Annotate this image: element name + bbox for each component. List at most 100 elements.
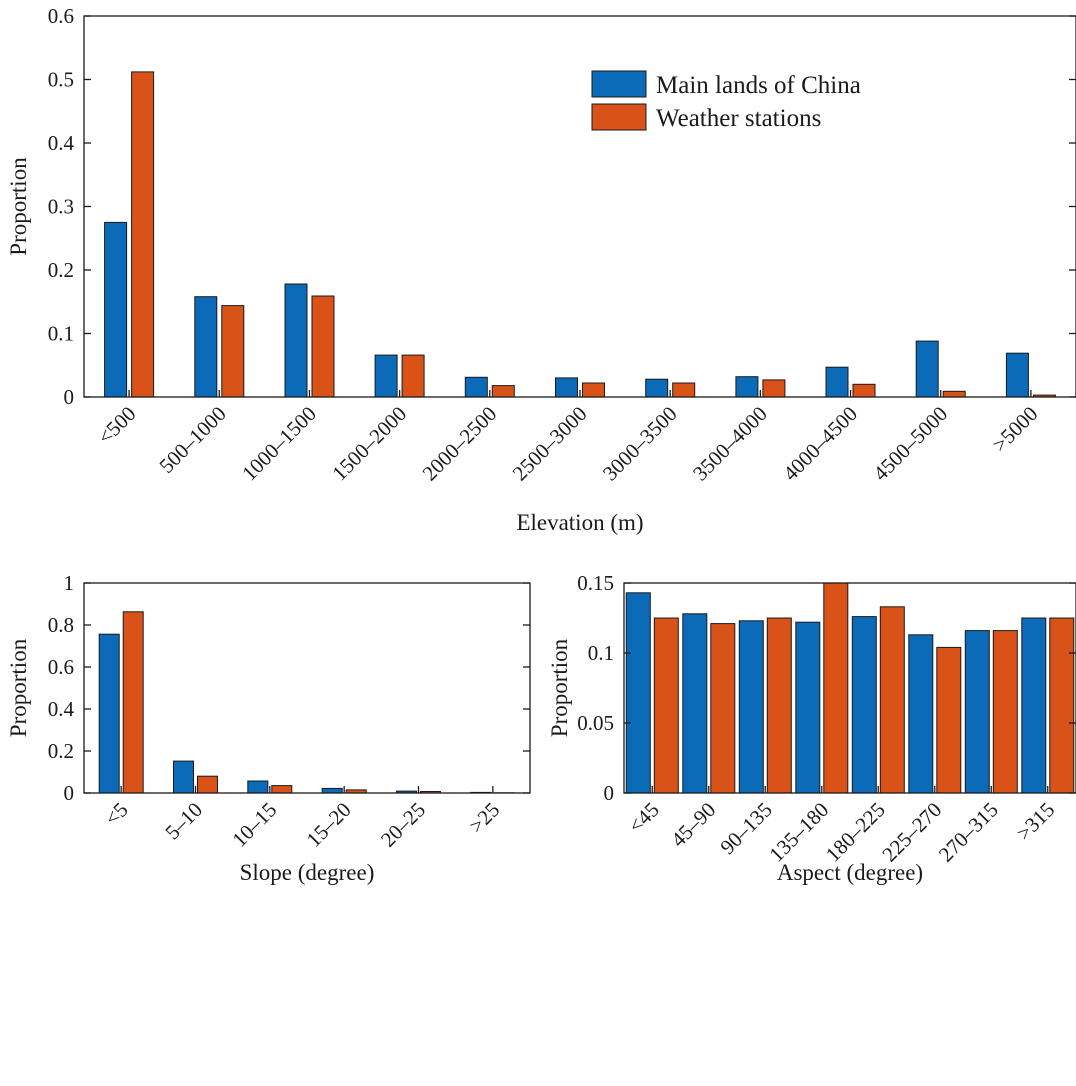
elevation-x-tick-label: 500–1000 <box>154 402 230 478</box>
elevation-bar-main-lands-0 <box>104 221 128 398</box>
aspect-chart: 00.050.10.15<45 45–9090–135135–180180–225… <box>547 571 1076 885</box>
elevation-x-tick-label: 4000–4500 <box>778 402 862 486</box>
aspect-x-tick-label: 225–270 <box>877 798 946 867</box>
aspect-y-tick-label: 0 <box>604 781 615 805</box>
aspect-x-tick-label: 270–315 <box>934 798 1003 867</box>
aspect-plot-frame <box>623 582 1076 794</box>
aspect-bar-weather-stations-3 <box>823 582 849 794</box>
elevation-bar-main-lands-7 <box>735 376 759 398</box>
elevation-bar-weather-stations-8 <box>852 383 876 398</box>
slope-bar-weather-stations-0 <box>122 611 144 794</box>
elevation-x-tick-label: 3500–4000 <box>688 402 772 486</box>
elevation-x-tick-label: 1500–2000 <box>327 402 411 486</box>
legend-label-weather-stations: Weather stations <box>656 105 821 132</box>
slope-x-tick-label: <5 <box>100 798 133 831</box>
elevation-y-tick-label: 0.3 <box>48 195 74 219</box>
slope-chart: 0 0.2 0.4 0.6 0.8 1 <5 5–10 10–15 15–20 20–25 >25 Sl… <box>6 571 531 885</box>
aspect-x-axis-title: Aspect (degree) <box>777 860 923 885</box>
slope-bar-weather-stations-1 <box>197 775 218 794</box>
aspect-bar-main-lands-1 <box>682 613 708 794</box>
elevation-bar-main-lands-2 <box>284 283 308 398</box>
aspect-bar-main-lands-0 <box>625 592 651 794</box>
aspect-bar-weather-stations-4 <box>879 606 905 794</box>
elevation-x-axis-title: Elevation (m) <box>516 510 643 535</box>
slope-bar-weather-stations-2 <box>271 785 293 794</box>
elevation-bar-weather-stations-5 <box>582 382 605 398</box>
aspect-bar-main-lands-4 <box>851 616 877 794</box>
aspect-bar-weather-stations-5 <box>936 646 962 794</box>
slope-y-tick-label: 0 <box>64 781 75 805</box>
elevation-y-tick-label: 0.2 <box>48 258 74 282</box>
elevation-bar-main-lands-1 <box>194 296 218 398</box>
aspect-bar-main-lands-7 <box>1021 617 1047 794</box>
elevation-bar-weather-stations-1 <box>221 305 245 398</box>
slope-x-tick-label: >25 <box>464 798 504 838</box>
aspect-y-axis-title: Proportion <box>547 638 572 737</box>
slope-y-axis-title: Proportion <box>6 638 31 737</box>
elevation-bar-main-lands-4 <box>464 376 488 398</box>
elevation-bar-main-lands-8 <box>825 366 849 398</box>
aspect-bar-main-lands-6 <box>964 630 990 794</box>
elevation-bar-main-lands-3 <box>374 354 398 398</box>
elevation-x-tick-label: 4500–5000 <box>868 402 952 486</box>
slope-bar-main-lands-3 <box>321 787 343 794</box>
aspect-x-tick-label: 180–225 <box>821 798 890 867</box>
aspect-bar-weather-stations-2 <box>766 617 792 794</box>
aspect-bar-main-lands-5 <box>908 634 934 794</box>
slope-x-tick-label: 15–20 <box>302 798 356 852</box>
legend-swatch-weather-stations <box>591 103 647 131</box>
elevation-y-tick-label: 0.1 <box>48 322 74 346</box>
aspect-bar-weather-stations-6 <box>992 630 1018 794</box>
elevation-y-tick-label: 0.5 <box>48 68 74 92</box>
legend: Main lands of China Weather stations <box>591 70 861 132</box>
slope-x-tick-label: 10–15 <box>227 798 281 852</box>
slope-y-tick-label: 0.4 <box>48 697 75 721</box>
slope-x-axis-title: Slope (degree) <box>240 860 375 885</box>
legend-swatch-main-lands <box>591 70 647 98</box>
aspect-y-tick-label: 0.1 <box>588 641 614 665</box>
slope-y-tick-label: 1 <box>64 571 75 595</box>
slope-bar-main-lands-0 <box>98 633 120 794</box>
elevation-x-tick-label: 1000–1500 <box>237 402 321 486</box>
aspect-x-tick-label: <45 <box>624 798 664 838</box>
slope-bar-main-lands-1 <box>173 760 194 794</box>
elevation-y-tick-label: 0.4 <box>48 131 75 155</box>
elevation-chart: 0 0.1 0.2 0.3 0.4 0.5 0.6 <500 500–1000 1000–1500… <box>6 4 1076 535</box>
aspect-y-tick-label: 0.05 <box>577 711 614 735</box>
slope-y-tick-label: 0.8 <box>48 613 74 637</box>
slope-x-tick-label: 5–10 <box>160 798 207 845</box>
elevation-bar-weather-stations-2 <box>311 295 335 398</box>
legend-label-main-lands: Main lands of China <box>656 72 861 99</box>
aspect-x-tick-label: >315 <box>1012 798 1060 846</box>
aspect-y-tick-label: 0.15 <box>577 571 614 595</box>
elevation-x-tick-label: 3000–3500 <box>598 402 682 486</box>
aspect-x-tick-label: 45–90 <box>666 798 720 852</box>
aspect-bar-main-lands-2 <box>738 620 764 794</box>
elevation-bar-weather-stations-3 <box>401 354 425 398</box>
elevation-x-tick-label: >5000 <box>987 402 1042 457</box>
slope-x-tick-label: 20–25 <box>376 798 430 852</box>
elevation-bar-weather-stations-9 <box>942 390 966 398</box>
elevation-y-tick-label: 0 <box>64 385 75 409</box>
aspect-bar-weather-stations-0 <box>653 617 679 794</box>
slope-bar-main-lands-2 <box>247 780 269 794</box>
aspect-bar-weather-stations-1 <box>710 623 736 794</box>
elevation-x-tick-label: 2500–3000 <box>508 402 592 486</box>
elevation-y-tick-label: 0.6 <box>48 4 74 28</box>
elevation-x-tick-label: <500 <box>93 402 141 450</box>
aspect-x-tick-label: 135–180 <box>764 798 833 867</box>
elevation-bar-main-lands-5 <box>555 377 578 398</box>
slope-plot-frame <box>83 582 531 794</box>
elevation-bar-weather-stations-0 <box>131 71 155 398</box>
elevation-bar-weather-stations-4 <box>491 385 515 398</box>
elevation-y-axis-title: Proportion <box>6 157 31 256</box>
slope-y-tick-label: 0.2 <box>48 739 74 763</box>
elevation-bar-main-lands-9 <box>915 340 939 398</box>
elevation-bar-main-lands-6 <box>645 378 669 398</box>
elevation-bar-weather-stations-7 <box>762 379 786 398</box>
elevation-bar-weather-stations-6 <box>672 382 696 398</box>
elevation-x-tick-label: 2000–2500 <box>418 402 502 486</box>
slope-y-tick-label: 0.6 <box>48 655 74 679</box>
aspect-bar-main-lands-3 <box>795 621 821 794</box>
